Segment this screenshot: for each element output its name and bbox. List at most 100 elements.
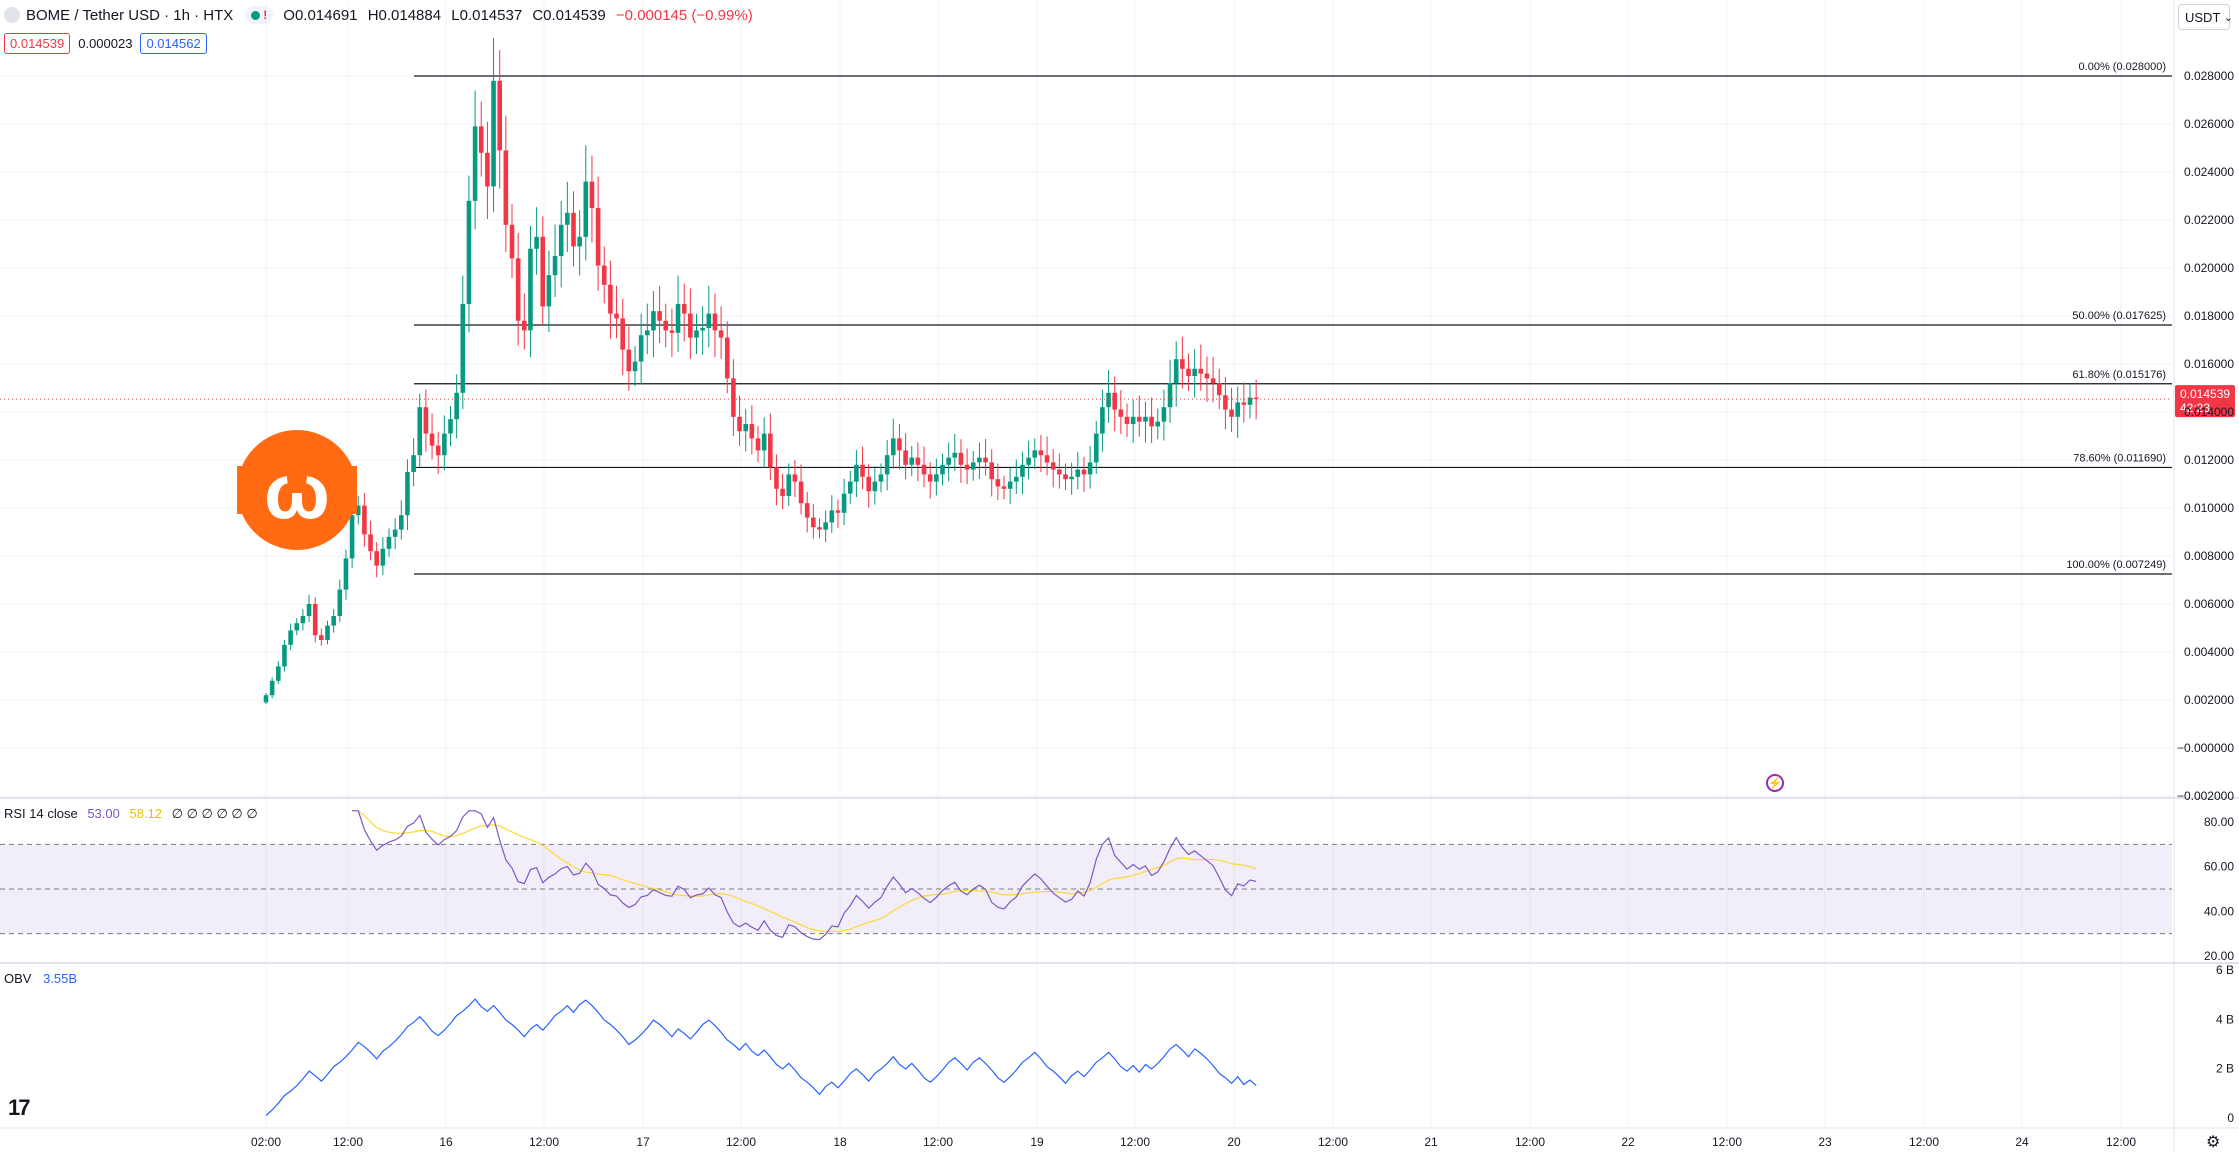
- candle-body: [1180, 359, 1185, 369]
- candle-body: [515, 258, 521, 321]
- candle-body: [1124, 416, 1130, 424]
- candle-body: [1241, 402, 1247, 405]
- candle-body: [343, 558, 349, 590]
- candle-body: [952, 452, 958, 458]
- candle-body: [497, 80, 502, 151]
- candle-body: [1210, 378, 1216, 384]
- y-tick-label: 0.020000: [2184, 261, 2234, 275]
- buy-price-button[interactable]: 0.014562: [140, 32, 207, 54]
- ohlc-close: C0.014539: [532, 6, 606, 24]
- rsi-tick-label: 60.00: [2204, 860, 2234, 874]
- chart-header: BOME / Tether USD · 1h · HTX ! O0.014691…: [0, 0, 759, 30]
- candle-body: [1063, 474, 1068, 480]
- last-price-countdown: 42:23: [2180, 401, 2210, 415]
- candle-body: [792, 474, 798, 482]
- candle-body: [700, 328, 705, 331]
- candle-body: [688, 313, 693, 338]
- candle-body: [1130, 416, 1136, 424]
- fib-level-label: 0.00% (0.028000): [2079, 61, 2166, 73]
- candle-body: [565, 212, 570, 225]
- ohlc-open: O0.014691: [283, 6, 358, 24]
- candle-body: [645, 330, 650, 336]
- obv-legend[interactable]: OBV 3.55B: [4, 971, 77, 986]
- candle-body: [983, 457, 988, 463]
- candle-body: [331, 616, 336, 626]
- candle-body: [312, 604, 318, 636]
- rsi-legend-ma: 58.12: [129, 806, 163, 821]
- candle-body: [355, 505, 361, 516]
- candle-body: [847, 481, 853, 494]
- candle-body: [589, 181, 595, 208]
- rsi-legend[interactable]: RSI 14 close 53.00 58.12 ∅ ∅ ∅ ∅ ∅ ∅: [4, 806, 258, 822]
- candle-body: [989, 462, 994, 480]
- x-tick-label: 23: [1818, 1135, 1832, 1149]
- candle-body: [1155, 421, 1161, 427]
- last-price-value: 0.014539: [2180, 387, 2230, 401]
- candle-body: [891, 438, 896, 456]
- sell-price-button[interactable]: 0.014539: [4, 32, 71, 54]
- data-warning-icon: !: [263, 8, 268, 22]
- candle-body: [761, 433, 767, 451]
- candle-body: [1069, 476, 1074, 480]
- candle-body: [411, 455, 416, 472]
- currency-label: USDT: [2185, 9, 2221, 25]
- candle-body: [1038, 450, 1044, 456]
- candle-body: [977, 457, 982, 463]
- candle-body: [1087, 462, 1093, 475]
- candle-body: [1081, 469, 1087, 475]
- candle-body: [1093, 433, 1099, 463]
- coin-logo-glyph: ω: [264, 447, 330, 535]
- candle-body: [472, 126, 478, 201]
- candle-body: [417, 407, 423, 456]
- candle-body: [466, 200, 472, 304]
- y-tick-label: 0.006000: [2184, 597, 2234, 611]
- coin-logo-watermark: ω: [237, 430, 357, 550]
- candle-body: [546, 275, 552, 307]
- x-tick-label: 12:00: [1120, 1135, 1150, 1149]
- x-tick-label: 17: [636, 1135, 650, 1149]
- candle-body: [632, 361, 638, 372]
- symbol-title[interactable]: BOME / Tether USD · 1h · HTX: [26, 6, 234, 24]
- candle-body: [1204, 373, 1210, 379]
- candle-body: [927, 474, 933, 482]
- x-tick-label: 22: [1621, 1135, 1635, 1149]
- y-tick-label: 0.016000: [2184, 357, 2234, 371]
- candle-body: [288, 630, 293, 645]
- candle-body: [804, 503, 810, 518]
- candle-body: [798, 481, 804, 504]
- candle-body: [276, 666, 281, 681]
- obv-legend-name: OBV: [4, 971, 32, 986]
- x-tick-label: 19: [1030, 1135, 1044, 1149]
- candle-body: [540, 236, 546, 307]
- candle-body: [995, 479, 1001, 487]
- candle-body: [1235, 402, 1240, 417]
- candle-body: [724, 337, 730, 379]
- market-status-badge[interactable]: !: [245, 6, 274, 24]
- gear-icon[interactable]: ⚙: [2206, 1134, 2221, 1151]
- currency-select[interactable]: USDT ⌄: [2178, 4, 2233, 30]
- candle-body: [1137, 416, 1142, 422]
- candle-body: [811, 517, 816, 528]
- candle-body: [319, 635, 324, 640]
- tradingview-logo-icon[interactable]: 17: [8, 1095, 31, 1120]
- rsi-legend-extra: ∅ ∅ ∅ ∅ ∅ ∅: [171, 806, 258, 821]
- lightning-icon[interactable]: ⚡: [1766, 774, 1784, 792]
- candle-body: [841, 493, 847, 513]
- candle-body: [780, 488, 785, 496]
- candle-body: [269, 680, 275, 696]
- candle-body: [897, 438, 902, 451]
- x-tick-label: 12:00: [529, 1135, 559, 1149]
- candle-body: [1057, 469, 1062, 475]
- candle-body: [970, 462, 976, 470]
- candle-body: [768, 433, 773, 468]
- candle-body: [823, 522, 828, 530]
- x-tick-label: 21: [1424, 1135, 1438, 1149]
- candle-body: [1075, 469, 1081, 477]
- candle-body: [1100, 407, 1105, 434]
- candle-body: [1001, 486, 1007, 489]
- candle-body: [755, 438, 761, 451]
- candle-body: [638, 335, 644, 362]
- y-tick-label: 0.002000: [2184, 693, 2234, 707]
- candle-body: [903, 450, 908, 465]
